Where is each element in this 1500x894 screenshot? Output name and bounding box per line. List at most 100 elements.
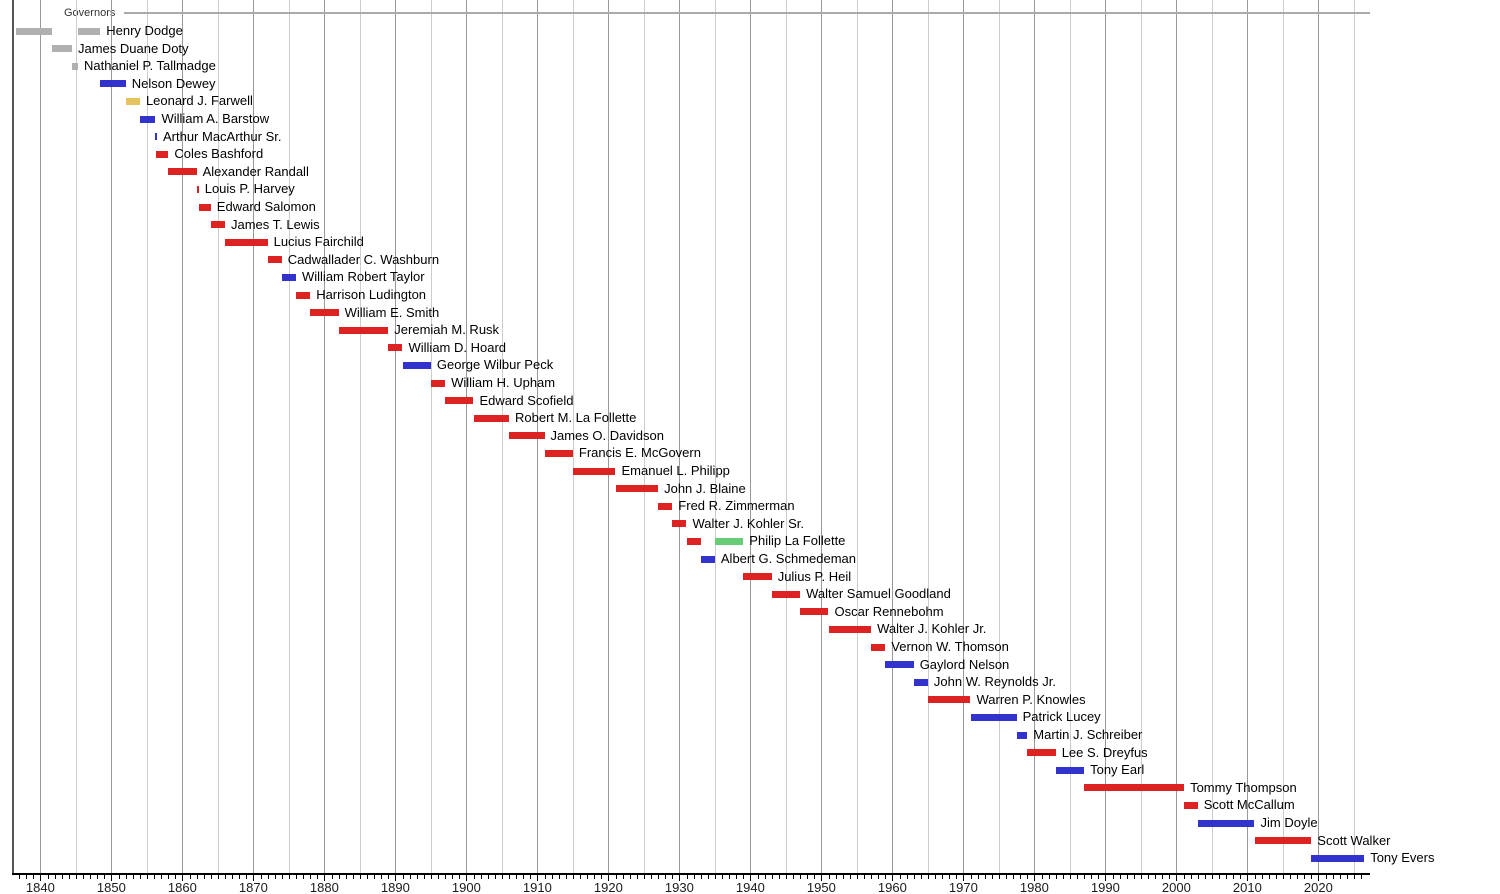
axis-tick-1894: [423, 875, 425, 879]
axis-year-label: 1950: [806, 880, 836, 894]
governor-name-label: Walter J. Kohler Jr.: [877, 621, 987, 637]
axis-year-label: 2010: [1232, 880, 1262, 894]
governor-name-label: Edward Salomon: [216, 199, 316, 214]
axis-tick-1857: [161, 875, 163, 879]
axis-tick-1979: [1027, 875, 1029, 879]
gridline-1890: [395, 0, 397, 873]
term-bar: [1027, 749, 1056, 757]
axis-tick-1948: [807, 875, 809, 879]
axis-tick-1966: [935, 875, 936, 879]
gridline-1905: [501, 0, 503, 873]
term-bar: [168, 168, 197, 176]
axis-tick-1899: [459, 875, 461, 879]
axis-tick-1867: [232, 875, 234, 879]
axis-tick-2025: [1353, 875, 1355, 879]
term-bar: [509, 432, 545, 440]
gridline-1915: [572, 0, 574, 873]
axis-tick-1932: [693, 875, 695, 879]
axis-tick-1858: [168, 875, 170, 879]
term-bar: [430, 379, 446, 387]
axis-tick-2010: [1247, 875, 1249, 881]
axis-tick-2022: [1332, 875, 1334, 879]
term-bar: [100, 80, 126, 88]
governor-name-label: Harrison Ludington: [316, 287, 427, 302]
axis-tick-2006: [1219, 875, 1220, 879]
axis-tick-1993: [1126, 875, 1128, 879]
gridline-1945: [785, 0, 787, 873]
axis-tick-1907: [516, 875, 518, 879]
axis-tick-1911: [544, 875, 546, 879]
axis-tick-1886: [367, 875, 368, 879]
axis-tick-1881: [331, 875, 333, 879]
gridline-1985: [1069, 0, 1071, 873]
term-bar: [771, 590, 801, 598]
axis-tick-1945: [785, 875, 787, 879]
axis-tick-1925: [643, 875, 645, 879]
governor-name-label: Nathaniel P. Tallmadge: [84, 58, 216, 74]
governor-name-label: Walter Samuel Goodland: [806, 586, 951, 602]
axis-tick-2015: [1282, 875, 1284, 879]
axis-tick-1874: [281, 875, 283, 879]
axis-tick-1970: [963, 875, 965, 881]
axis-tick-1967: [942, 875, 944, 879]
axis-year-label: 1850: [96, 880, 126, 894]
term-bar: [544, 449, 573, 457]
gridline-1980: [1034, 0, 1036, 873]
term-bar: [125, 97, 140, 105]
axis-tick-1985: [1069, 875, 1071, 879]
axis-tick-2020: [1318, 875, 1320, 881]
axis-tick-1839: [33, 875, 35, 879]
axis-tick-1862: [196, 875, 198, 879]
axis-tick-1998: [1162, 875, 1164, 879]
axis-tick-1878: [310, 875, 312, 879]
term-bar: [402, 361, 431, 369]
gridline-1975: [998, 0, 1000, 873]
term-bar: [445, 397, 474, 405]
governor-name-label: Scott Walker: [1317, 832, 1391, 848]
term-bar: [210, 221, 225, 229]
axis-tick-1856: [154, 875, 155, 879]
axis-tick-1953: [842, 875, 844, 879]
axis-tick-1902: [480, 875, 482, 879]
axis-tick-2026: [1361, 875, 1362, 879]
gridline-1840: [40, 0, 42, 873]
term-bar: [281, 273, 296, 281]
axis-tick-1838: [26, 875, 28, 879]
axis-tick-1914: [565, 875, 567, 879]
axis-tick-1897: [445, 875, 447, 879]
axis-tick-2013: [1268, 875, 1270, 879]
axis-tick-1965: [927, 875, 929, 879]
governor-name-label: John W. Reynolds Jr.: [933, 674, 1057, 690]
governor-name-label: Nelson Dewey: [131, 75, 216, 91]
axis-tick-1866: [225, 875, 226, 879]
gridline-1855: [146, 0, 148, 873]
term-bar: [1016, 731, 1028, 739]
axis-tick-1880: [324, 875, 326, 881]
governor-name-label: Tony Evers: [1370, 850, 1435, 866]
axis-tick-1843: [61, 875, 63, 879]
axis-tick-1995: [1140, 875, 1142, 879]
axis-tick-2003: [1197, 875, 1199, 879]
axis-tick-1928: [665, 875, 667, 879]
term-bar: [198, 203, 211, 211]
axis-tick-1958: [878, 875, 880, 879]
governor-name-label: William D. Hoard: [408, 339, 507, 355]
axis-tick-2001: [1183, 875, 1185, 879]
axis-tick-1946: [793, 875, 794, 879]
axis-tick-1943: [771, 875, 773, 879]
axis-tick-1847: [90, 875, 92, 879]
term-bar: [225, 238, 268, 246]
axis-tick-1991: [1112, 875, 1114, 879]
term-bar: [1197, 819, 1255, 827]
governor-name-label: Albert G. Schmedeman: [720, 551, 857, 566]
term-bar: [686, 537, 701, 545]
term-bar: [970, 713, 1017, 721]
axis-tick-1959: [885, 875, 887, 879]
axis-year-label: 1890: [380, 880, 410, 894]
axis-tick-1957: [871, 875, 873, 879]
axis-tick-1869: [246, 875, 248, 879]
term-bar: [658, 502, 673, 510]
gridline-1865: [217, 0, 219, 873]
axis-tick-1909: [530, 875, 532, 879]
